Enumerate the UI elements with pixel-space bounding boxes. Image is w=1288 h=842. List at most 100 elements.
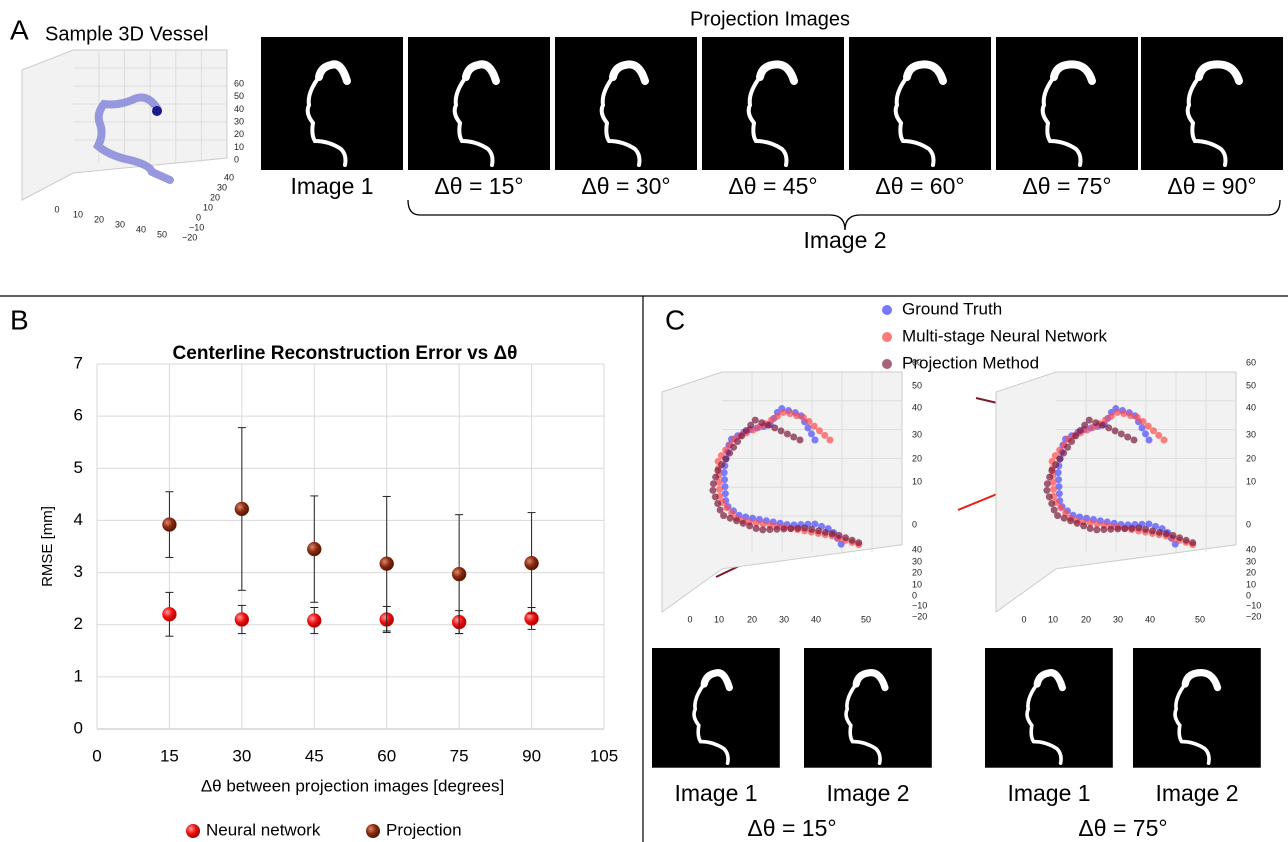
projection-image bbox=[408, 37, 550, 170]
legend-swatch bbox=[366, 824, 380, 838]
x-tick-label: 20 bbox=[94, 214, 104, 224]
legend-label: Projection bbox=[386, 820, 462, 839]
z-tick-label: 0 bbox=[1246, 519, 1251, 529]
panel-title: Sample 3D Vessel bbox=[45, 23, 208, 45]
y-tick-label: −20 bbox=[1246, 611, 1261, 621]
projection-title: Projection Images bbox=[690, 8, 850, 30]
legend-label: Neural network bbox=[206, 820, 321, 839]
panel-label: A bbox=[10, 14, 29, 45]
y-tick-label: 30 bbox=[912, 556, 922, 566]
z-tick-label: 60 bbox=[234, 78, 244, 88]
x-tick-label: 50 bbox=[1195, 614, 1205, 624]
image-label: Δθ = 30° bbox=[581, 173, 670, 199]
y-tick-label: 10 bbox=[203, 202, 213, 212]
x-tick-label: 50 bbox=[157, 229, 167, 239]
z-tick-label: 40 bbox=[234, 104, 244, 114]
image-label: Image 1 bbox=[1007, 780, 1090, 806]
brace-label: Image 2 bbox=[803, 227, 886, 253]
image-label: Image 2 bbox=[826, 780, 909, 806]
image-label: Δθ = 60° bbox=[875, 173, 964, 199]
y-tick-label: 40 bbox=[1246, 544, 1256, 554]
legend-label: Ground Truth bbox=[902, 299, 1002, 318]
panel-label: B bbox=[10, 304, 29, 335]
y-tick-label: −20 bbox=[182, 232, 197, 242]
z-tick-label: 20 bbox=[1246, 453, 1256, 463]
image-label: Image 1 bbox=[674, 780, 757, 806]
y-tick-label: 10 bbox=[1246, 579, 1256, 589]
z-tick-label: 20 bbox=[234, 129, 244, 139]
z-tick-label: 60 bbox=[1246, 357, 1256, 367]
x-axis-label: Δθ between projection images [degrees] bbox=[201, 776, 504, 795]
point bbox=[380, 557, 394, 571]
brace bbox=[408, 200, 1280, 230]
vessel-end bbox=[152, 106, 162, 116]
x-tick-label: 20 bbox=[747, 614, 757, 624]
x-tick-label: 30 bbox=[1113, 614, 1123, 624]
image-caption: Δθ = 75° bbox=[1078, 815, 1167, 841]
point bbox=[307, 542, 321, 556]
z-tick-label: 60 bbox=[912, 357, 922, 367]
point bbox=[452, 567, 466, 581]
y-tick-label: −10 bbox=[1246, 600, 1261, 610]
x-tick-label: 90 bbox=[522, 746, 541, 765]
z-tick-label: 20 bbox=[912, 453, 922, 463]
projection-image bbox=[261, 37, 403, 170]
figure: ASample 3D Vessel6050403020100403020100−… bbox=[0, 0, 1288, 842]
x-tick-label: 40 bbox=[811, 614, 821, 624]
x-tick-label: 50 bbox=[861, 614, 871, 624]
y-tick-label: 0 bbox=[1246, 590, 1251, 600]
legend-swatch bbox=[882, 332, 892, 342]
y-tick-label: 40 bbox=[912, 544, 922, 554]
projection-image bbox=[804, 648, 932, 768]
y-tick-label: 0 bbox=[912, 590, 917, 600]
z-tick-label: 40 bbox=[1246, 402, 1256, 412]
x-tick-label: 20 bbox=[1081, 614, 1091, 624]
point bbox=[307, 614, 321, 628]
axes-3d bbox=[22, 50, 227, 200]
x-tick-label: 30 bbox=[232, 746, 251, 765]
point bbox=[235, 613, 249, 627]
z-tick-label: 50 bbox=[234, 91, 244, 101]
x-tick-label: 0 bbox=[92, 746, 101, 765]
z-tick-label: 30 bbox=[1246, 429, 1256, 439]
legend-label: Multi-stage Neural Network bbox=[902, 326, 1108, 345]
y-tick-label: −20 bbox=[912, 611, 927, 621]
y-tick-label: 30 bbox=[1246, 556, 1256, 566]
legend-swatch bbox=[186, 824, 200, 838]
x-tick-label: 75 bbox=[450, 746, 469, 765]
y-tick-label: 1 bbox=[74, 666, 83, 685]
x-tick-label: 30 bbox=[779, 614, 789, 624]
x-tick-label: 10 bbox=[1048, 614, 1058, 624]
y-tick-label: 6 bbox=[74, 406, 83, 425]
z-tick-label: 0 bbox=[234, 155, 239, 165]
x-tick-label: 10 bbox=[73, 209, 83, 219]
projection-image bbox=[652, 648, 780, 768]
y-tick-label: −10 bbox=[912, 600, 927, 610]
y-tick-label: 20 bbox=[912, 567, 922, 577]
point bbox=[235, 502, 249, 516]
image-label: Image 1 bbox=[290, 173, 373, 199]
z-tick-label: 10 bbox=[912, 476, 922, 486]
y-tick-label: 20 bbox=[1246, 567, 1256, 577]
x-tick-label: 0 bbox=[1021, 614, 1026, 624]
y-tick-label: 30 bbox=[217, 182, 227, 192]
z-tick-label: 0 bbox=[912, 519, 917, 529]
y-tick-label: 10 bbox=[912, 579, 922, 589]
point bbox=[162, 518, 176, 532]
y-tick-label: −10 bbox=[189, 222, 204, 232]
x-tick-label: 15 bbox=[160, 746, 179, 765]
y-tick-label: 5 bbox=[74, 458, 83, 477]
y-axis-label: RMSE [mm] bbox=[39, 506, 56, 587]
image-label: Δθ = 15° bbox=[434, 173, 523, 199]
y-tick-label: 2 bbox=[74, 614, 83, 633]
y-tick-label: 7 bbox=[74, 353, 83, 372]
image-label: Δθ = 75° bbox=[1022, 173, 1111, 199]
x-tick-label: 0 bbox=[687, 614, 692, 624]
x-tick-label: 40 bbox=[136, 224, 146, 234]
projection-image bbox=[555, 37, 697, 170]
x-tick-label: 45 bbox=[305, 746, 324, 765]
x-tick-label: 0 bbox=[54, 204, 59, 214]
projection-image bbox=[985, 648, 1113, 768]
point bbox=[162, 607, 176, 621]
z-tick-label: 10 bbox=[234, 142, 244, 152]
